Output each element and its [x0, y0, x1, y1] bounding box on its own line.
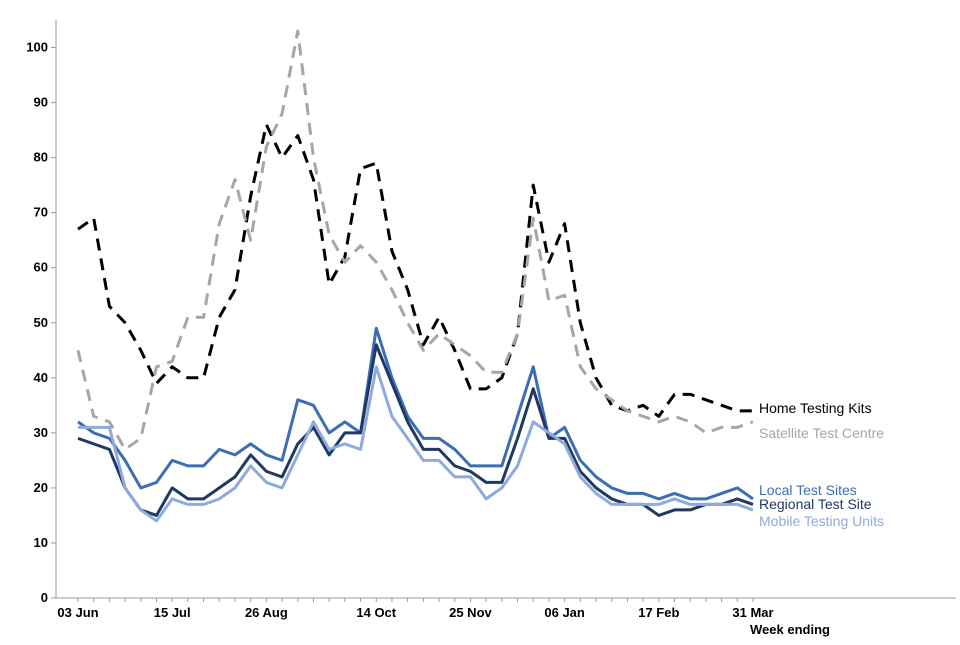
x-tick-label: 06 Jan	[544, 605, 585, 620]
legend-label: Home Testing Kits	[759, 400, 872, 416]
x-tick-label: 17 Feb	[638, 605, 679, 620]
y-tick-label: 90	[34, 95, 48, 110]
legend-label: Satellite Test Centre	[759, 425, 884, 441]
y-tick-label: 10	[34, 535, 48, 550]
legend-label: Mobile Testing Units	[759, 513, 884, 529]
legend-label: Regional Test Site	[759, 496, 872, 512]
series-line-home-testing-kits	[77, 123, 753, 418]
series-line-local-test-sites	[77, 326, 754, 501]
x-tick-label: 15 Jul	[154, 605, 191, 620]
y-tick-labels: 0 10 20 30 40 50 60 70 80 90 100	[26, 40, 56, 605]
y-tick-label: 60	[34, 260, 48, 275]
legend: Home Testing Kits Satellite Test Centre Lo…	[759, 400, 884, 529]
x-tick-label: 14 Oct	[356, 605, 396, 620]
series-line-satellite-test-centre	[76, 29, 754, 451]
x-tick-label: 26 Aug	[245, 605, 288, 620]
y-tick-label: 20	[34, 480, 48, 495]
legend-label: Local Test Sites	[759, 482, 857, 498]
x-axis-title: Week ending	[750, 622, 830, 637]
y-tick-label: 50	[34, 315, 48, 330]
y-tick-label: 30	[34, 425, 48, 440]
x-tick-label: 31 Mar	[732, 605, 773, 620]
series-group	[76, 29, 754, 523]
x-tick-labels: 03 Jun 15 Jul 26 Aug 14 Oct 25 Nov 06 Jan 17 F…	[57, 598, 774, 620]
x-tick-label: 03 Jun	[57, 605, 98, 620]
x-tick-label: 25 Nov	[449, 605, 492, 620]
y-tick-label: 70	[34, 205, 48, 220]
series-line-mobile-testing-units	[78, 365, 754, 523]
y-tick-label: 0	[41, 590, 48, 605]
axes-group	[55, 20, 956, 599]
y-tick-label: 80	[34, 150, 48, 165]
y-tick-label: 40	[34, 370, 48, 385]
y-tick-label: 100	[26, 40, 48, 55]
